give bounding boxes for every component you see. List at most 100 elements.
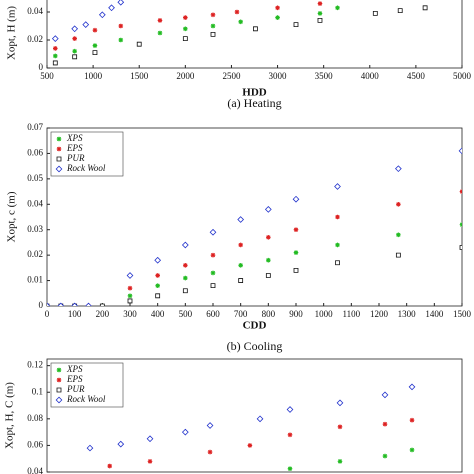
marker [72,54,78,60]
marker [422,5,428,11]
marker [275,5,280,11]
marker [47,302,51,306]
marker [237,216,245,223]
marker [459,245,462,250]
x-tick-label: 1400 [425,309,444,319]
marker [136,41,142,47]
marker [147,459,153,464]
legend-label: EPS [66,374,83,384]
marker [409,447,415,453]
caption: (a) Heating [227,96,281,110]
y-axis-label: Xopt, H, C (m) [4,382,16,449]
legend-label: XPS [66,364,83,374]
marker [256,415,264,423]
x-tick-label: 200 [96,309,110,319]
marker [234,9,240,15]
marker [335,260,340,266]
marker [372,11,378,16]
marker [334,183,341,190]
x-tick-label: 1500 [453,309,472,319]
marker [107,463,113,469]
marker [108,4,115,12]
x-tick-label: 0 [45,309,50,319]
marker [266,235,271,240]
marker [183,263,188,268]
y-tick-label: 0.04 [27,6,43,16]
y-axis-label: Xopt, c (m) [6,191,18,242]
caption: (b) Cooling [227,339,283,353]
marker [210,283,216,289]
legend-label: PUR [66,384,85,394]
y-tick-label: 0.1 [32,386,43,396]
x-tick-label: 1000 [315,309,334,319]
marker [53,46,58,51]
x-tick-label: 2500 [222,71,241,81]
legend-label: Rock Wool [66,394,106,404]
marker [264,206,272,213]
marker [459,189,462,194]
y-tick-label: 0.02 [27,34,43,44]
plot-frame [46,127,463,307]
y-tick-label: 0.07 [27,122,43,132]
points [47,147,462,306]
y-tick-label: 0.04 [27,198,43,208]
legend-marker [56,146,62,152]
marker [72,48,77,54]
x-tick-label: 1500 [130,71,149,81]
marker [458,147,462,155]
y-tick-label: 0.03 [27,224,43,234]
y-tick-label: 0 [39,300,44,310]
marker [395,165,402,173]
y-tick-label: 0.06 [27,147,43,157]
marker [293,227,299,233]
marker [117,440,125,448]
marker [181,428,189,436]
marker [92,27,98,33]
marker [210,23,216,29]
marker [92,50,98,55]
marker [57,302,65,306]
marker [409,417,415,423]
x-tick-label: 1200 [370,309,389,319]
plot-frame [46,0,463,69]
marker [99,303,105,306]
y-tick-label: 0.01 [27,275,43,285]
marker [127,293,133,299]
legend-label: XPS [66,133,83,143]
marker [155,283,160,288]
marker [118,23,124,29]
marker [238,278,244,283]
marker [397,8,403,13]
legend-marker [56,156,62,162]
x-tick-label: 5000 [453,71,472,81]
marker [317,1,323,6]
marker [287,432,293,438]
y-tick-label: 0.04 [27,466,43,474]
marker [51,35,59,42]
marker [209,228,217,236]
marker [72,36,77,41]
marker [207,449,213,455]
marker [210,252,216,258]
marker [146,435,154,443]
y-tick-label: 0.08 [27,413,43,423]
marker [459,222,462,227]
x-tick-label: 400 [151,309,165,319]
legend-label: Rock Wool [66,163,106,173]
legend-box [50,131,124,177]
marker [157,30,163,36]
x-tick-label: 1000 [84,71,103,81]
marker [335,214,340,220]
marker [396,201,401,207]
marker [181,241,189,249]
legend-marker [56,387,62,393]
legend-marker [55,396,63,404]
points [86,383,416,471]
marker [293,22,299,27]
marker [155,273,160,278]
marker [293,268,299,273]
marker [98,11,106,19]
marker [266,257,271,263]
marker [154,256,162,264]
marker [155,293,161,299]
